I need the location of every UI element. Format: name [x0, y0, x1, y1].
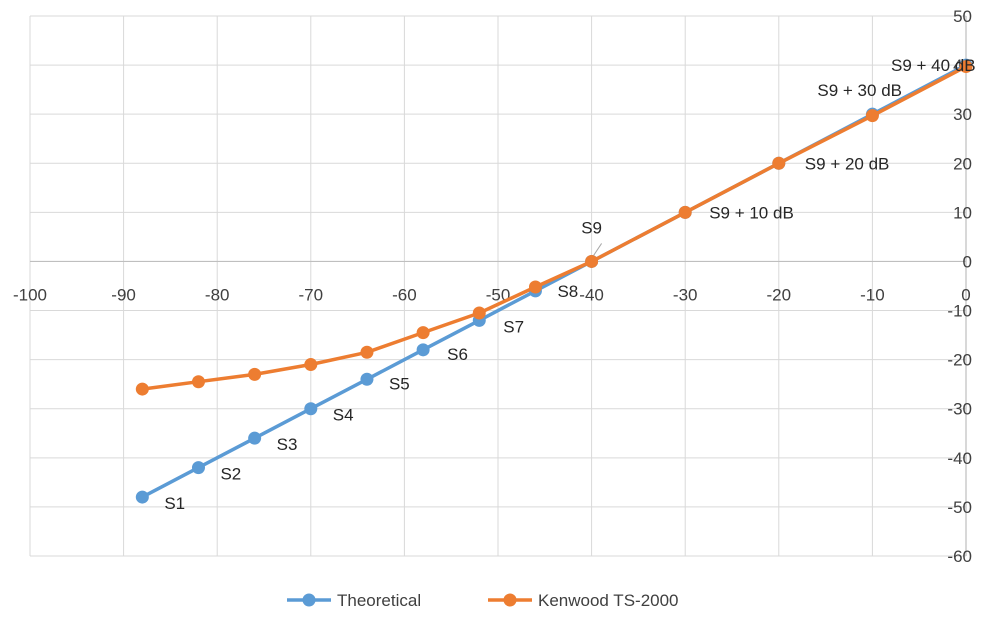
data-point-0: [360, 372, 374, 386]
series-line-1: [142, 65, 967, 391]
y-tick-label: 0: [963, 252, 972, 271]
data-point-1: [304, 358, 318, 372]
y-tick-label: 30: [953, 105, 972, 124]
data-point-1: [959, 60, 973, 74]
data-point-1: [416, 326, 430, 340]
data-point-1: [528, 280, 542, 294]
y-tick-label: -30: [947, 400, 972, 419]
x-tick-label: -70: [299, 285, 324, 304]
data-label: S9 + 30 dB: [817, 81, 902, 100]
data-label: S9 + 20 dB: [805, 154, 890, 173]
data-point-0: [135, 490, 149, 504]
legend-marker-1: [503, 593, 517, 607]
x-tick-label: 0: [961, 285, 970, 304]
x-tick-label: -30: [673, 285, 698, 304]
data-point-1: [772, 156, 786, 170]
data-label: S9 + 40 dB: [891, 56, 976, 75]
data-label: S1: [164, 494, 185, 513]
data-label: S9: [581, 218, 602, 237]
y-tick-label: -20: [947, 351, 972, 370]
x-tick-label: -90: [111, 285, 136, 304]
data-point-1: [360, 345, 374, 359]
data-point-1: [472, 306, 486, 320]
y-tick-label: -40: [947, 449, 972, 468]
legend-label-0: Theoretical: [337, 591, 421, 610]
data-label: S7: [503, 317, 524, 336]
legend-marker-0: [302, 593, 316, 607]
data-label: S5: [389, 374, 410, 393]
data-label: S6: [447, 345, 468, 364]
y-tick-label: -60: [947, 547, 972, 566]
y-tick-label: -10: [947, 302, 972, 321]
data-label: S4: [333, 406, 354, 425]
data-label-leader: [593, 243, 603, 256]
data-point-0: [248, 431, 262, 445]
x-tick-label: -60: [392, 285, 417, 304]
y-tick-label: 20: [953, 154, 972, 173]
legend-label-1: Kenwood TS-2000: [538, 591, 679, 610]
x-tick-label: -80: [205, 285, 230, 304]
data-point-1: [678, 205, 692, 219]
data-point-0: [191, 461, 205, 475]
data-label: S9 + 10 dB: [709, 203, 794, 222]
data-label: S3: [277, 435, 298, 454]
x-tick-label: -100: [13, 285, 47, 304]
x-tick-label: -10: [860, 285, 885, 304]
data-point-1: [191, 375, 205, 389]
y-tick-label: 10: [953, 203, 972, 222]
data-point-1: [585, 254, 599, 268]
data-point-1: [865, 109, 879, 123]
x-tick-label: -40: [579, 285, 604, 304]
data-point-1: [248, 367, 262, 381]
data-point-0: [416, 343, 430, 357]
data-label: S2: [220, 465, 241, 484]
data-point-1: [135, 382, 149, 396]
y-tick-label: 50: [953, 7, 972, 26]
data-label: S8: [557, 282, 578, 301]
y-tick-label: -50: [947, 498, 972, 517]
data-point-0: [304, 402, 318, 416]
x-tick-label: -20: [767, 285, 792, 304]
